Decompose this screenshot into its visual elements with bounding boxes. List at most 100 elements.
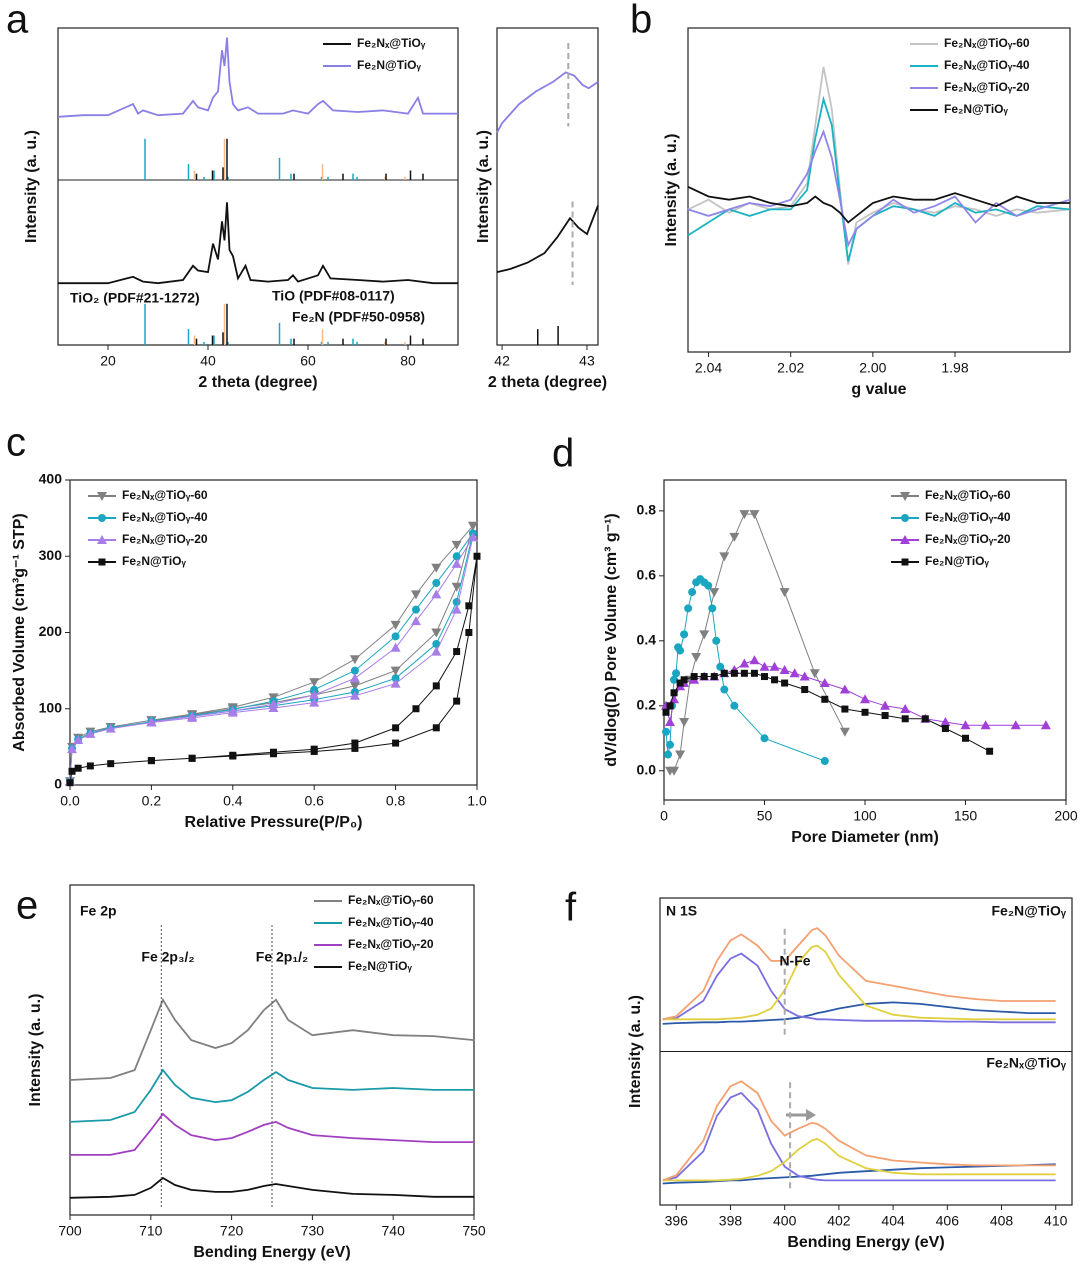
series-line — [662, 944, 1056, 1021]
point — [841, 705, 849, 713]
x-tick-label: 408 — [990, 1213, 1014, 1229]
point — [391, 632, 400, 641]
point — [759, 661, 770, 671]
point — [451, 540, 462, 550]
point — [351, 744, 359, 752]
y-tick-label: 200 — [39, 623, 63, 639]
point — [821, 695, 829, 703]
point — [451, 582, 462, 592]
point — [350, 666, 359, 675]
legend-label: Fe₂Nₓ@TiOᵧ-20 — [944, 80, 1030, 94]
shift-arrow-head — [806, 1109, 816, 1121]
point — [980, 720, 991, 730]
point — [760, 734, 769, 743]
point — [68, 767, 76, 775]
series-line — [662, 1001, 1056, 1025]
x-tick-label: 404 — [881, 1213, 905, 1229]
point — [85, 728, 96, 738]
point — [679, 718, 690, 728]
point — [390, 678, 401, 688]
point — [684, 604, 693, 613]
point — [740, 669, 748, 677]
y-axis-label: Intensity (a. u.) — [663, 134, 680, 247]
point — [432, 682, 440, 690]
y-axis-label: Intensity (a. u.) — [27, 994, 44, 1107]
point — [799, 671, 810, 681]
x-tick-label: 1.0 — [467, 793, 487, 809]
point — [986, 747, 994, 755]
y-tick-label: 400 — [39, 471, 63, 487]
x-tick-label: 0 — [660, 808, 668, 824]
point — [940, 717, 951, 727]
series-line — [496, 71, 599, 134]
x-tick-label: 50 — [757, 808, 773, 824]
point — [819, 678, 830, 688]
point — [451, 604, 462, 614]
point — [107, 760, 115, 768]
legend-label: Fe₂N@TiOᵧ — [944, 102, 1008, 116]
point — [729, 532, 740, 542]
point — [670, 675, 679, 684]
legend-label: Fe₂N@TiOᵧ — [925, 554, 989, 568]
point — [699, 630, 710, 640]
x-tick-label: 406 — [936, 1213, 960, 1229]
series-line — [70, 1112, 474, 1156]
point — [268, 699, 279, 709]
series-line — [57, 37, 458, 118]
plot-frame — [687, 27, 1071, 353]
x-tick-label: 400 — [773, 1213, 797, 1229]
point — [310, 745, 318, 753]
point — [662, 727, 671, 736]
point — [431, 646, 442, 656]
y-tick-label: 0.6 — [637, 567, 657, 583]
legend-marker — [97, 492, 107, 501]
y-axis-label: Intensity (a. u.) — [475, 130, 492, 243]
point — [390, 620, 401, 630]
point — [820, 757, 829, 766]
point — [688, 588, 697, 597]
series-line — [662, 952, 1056, 1024]
point — [431, 563, 442, 573]
legend-label: Fe₂Nₓ@TiOᵧ-60 — [122, 488, 208, 502]
x-tick-label: 410 — [1044, 1213, 1068, 1229]
y-axis-label: Absorbed Volume (cm³g⁻¹ STP) — [11, 513, 28, 751]
panel-letter: d — [552, 432, 574, 476]
legend-label: Fe₂Nₓ@TiOᵧ-60 — [944, 36, 1030, 50]
point — [680, 630, 689, 639]
legend-label: Fe₂Nₓ@TiOᵧ-60 — [348, 893, 434, 907]
reference-label: TiO (PDF#08-0117) — [272, 288, 395, 304]
point — [680, 676, 688, 684]
point — [432, 639, 441, 648]
point — [432, 578, 441, 587]
y-axis-label: Intensity (a. u.) — [627, 995, 644, 1108]
x-axis-label: 2 theta (degree) — [488, 374, 607, 391]
y-tick-label: 100 — [39, 699, 63, 715]
x-tick-label: 20 — [100, 353, 116, 369]
legend-marker — [901, 558, 909, 566]
point — [779, 665, 790, 675]
point — [750, 669, 758, 677]
x-tick-label: 700 — [58, 1223, 82, 1239]
legend-label: Fe₂N@TiOᵧ — [122, 554, 186, 568]
y-tick-label: 0.0 — [637, 761, 657, 777]
reference-label: TiO₂ (PDF#21-1272) — [70, 290, 200, 306]
legend-label: Fe₂Nₓ@TiOᵧ-20 — [348, 937, 434, 951]
legend-marker — [900, 535, 910, 544]
plot-frame — [57, 27, 459, 346]
series-line — [662, 927, 1056, 1021]
point — [670, 689, 678, 697]
plot-frame — [69, 884, 475, 1216]
point — [392, 739, 400, 747]
legend-label: Fe₂Nₓ@TiOᵧ-40 — [348, 915, 434, 929]
panel-letter: f — [565, 886, 577, 930]
x-tick-label: 150 — [954, 808, 978, 824]
annotation: Fe 2p₁/₂ — [256, 949, 308, 965]
point — [473, 552, 481, 560]
x-tick-label: 740 — [382, 1223, 406, 1239]
x-tick-label: 710 — [139, 1223, 163, 1239]
legend-marker — [900, 492, 910, 501]
point — [227, 706, 238, 716]
point — [390, 642, 401, 652]
plot-frame — [496, 27, 599, 346]
point — [675, 750, 686, 760]
